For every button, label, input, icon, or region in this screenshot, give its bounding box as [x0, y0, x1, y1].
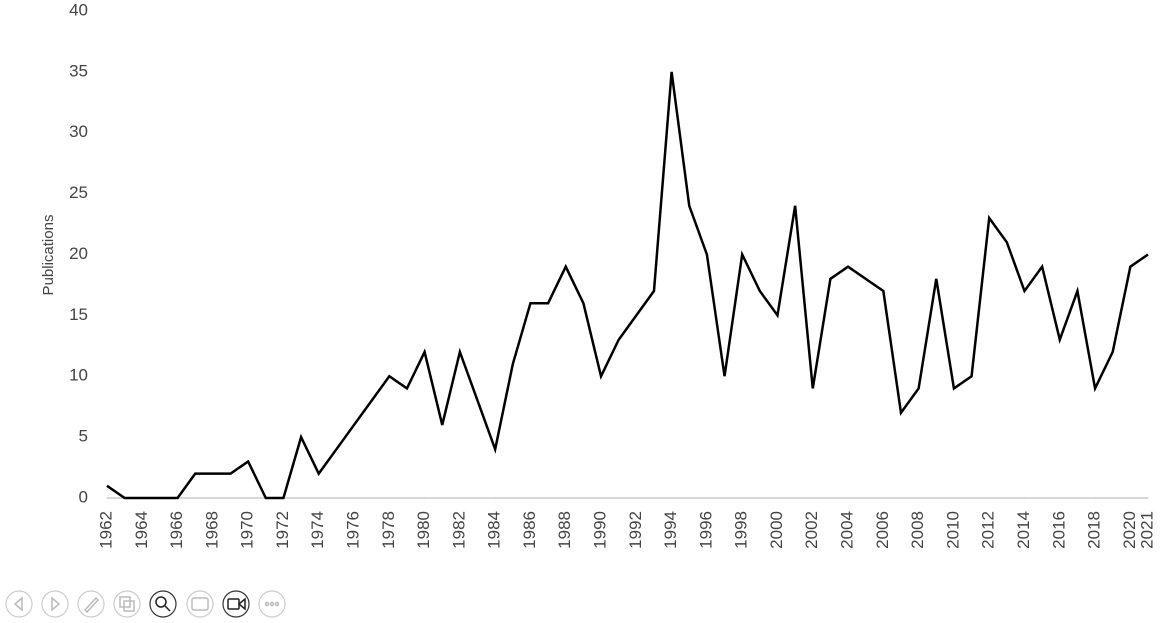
more-button[interactable]	[258, 590, 286, 618]
x-tick-label: 1976	[344, 511, 363, 549]
data-line	[106, 71, 1149, 500]
x-tick-label: 1970	[238, 511, 257, 549]
y-axis-label: Publications	[40, 215, 57, 296]
next-button[interactable]	[41, 590, 69, 618]
x-tick-label: 2014	[1014, 511, 1033, 549]
x-tick-label: 1984	[485, 511, 504, 549]
x-tick-label: 1988	[555, 511, 574, 549]
y-tick-label: 15	[69, 305, 88, 324]
toolbar	[5, 590, 286, 618]
y-tick-label: 25	[69, 183, 88, 202]
x-tick-label: 2004	[838, 511, 857, 549]
y-tick-label: 0	[79, 487, 88, 506]
x-tick-label: 1972	[273, 511, 292, 549]
y-tick-label: 40	[69, 0, 88, 19]
x-tick-label: 1966	[167, 511, 186, 549]
y-tick-label: 30	[69, 122, 88, 141]
x-tick-label: 2012	[979, 511, 998, 549]
subtitles-button[interactable]	[186, 590, 214, 618]
y-tick-label: 20	[69, 244, 88, 263]
x-tick-label: 1998	[732, 511, 751, 549]
x-tick-label: 2020	[1120, 511, 1139, 549]
x-tick-label: 1994	[661, 511, 680, 549]
x-tick-label: 1968	[202, 511, 221, 549]
x-tick-label: 1992	[626, 511, 645, 549]
x-tick-label: 2016	[1049, 511, 1068, 549]
y-tick-label: 5	[79, 427, 88, 446]
x-tick-label: 1986	[520, 511, 539, 549]
x-tick-label: 1982	[449, 511, 468, 549]
y-tick-label: 10	[69, 366, 88, 385]
x-tick-label: 2008	[908, 511, 927, 549]
camera-button[interactable]	[222, 590, 250, 618]
x-tick-label: 1974	[308, 511, 327, 549]
x-tick-label: 2018	[1085, 511, 1104, 549]
x-tick-label: 1980	[414, 511, 433, 549]
x-tick-label: 2000	[767, 511, 786, 549]
x-tick-label: 1962	[96, 511, 115, 549]
x-tick-label: 2021	[1137, 511, 1156, 549]
x-tick-label: 1978	[379, 511, 398, 549]
x-tick-label: 2010	[943, 511, 962, 549]
zoom-button[interactable]	[149, 590, 177, 618]
x-tick-label: 1990	[591, 511, 610, 549]
x-tick-label: 1964	[132, 511, 151, 549]
slides-button[interactable]	[113, 590, 141, 618]
pen-button[interactable]	[77, 590, 105, 618]
x-tick-label: 1996	[696, 511, 715, 549]
prev-button[interactable]	[5, 590, 33, 618]
y-tick-label: 35	[69, 61, 88, 80]
x-tick-label: 2002	[802, 511, 821, 549]
x-tick-label: 2006	[873, 511, 892, 549]
